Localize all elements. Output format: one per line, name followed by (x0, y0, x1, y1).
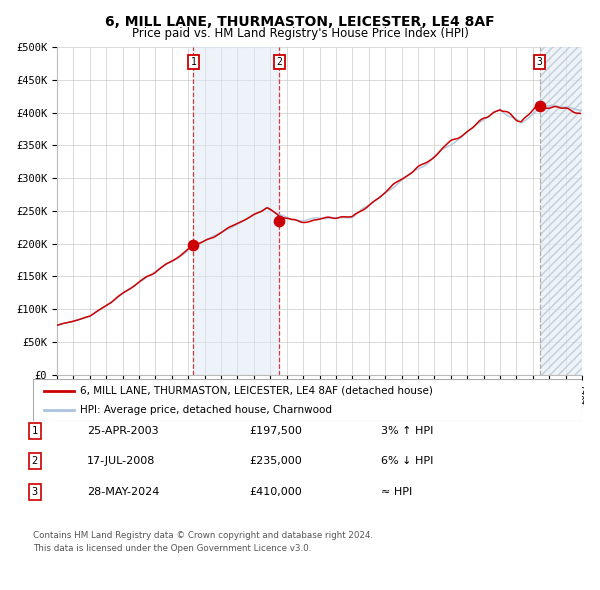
Text: 6, MILL LANE, THURMASTON, LEICESTER, LE4 8AF: 6, MILL LANE, THURMASTON, LEICESTER, LE4… (105, 15, 495, 30)
Point (274, 216, 284, 225)
Text: 2: 2 (32, 457, 38, 466)
Text: £410,000: £410,000 (249, 487, 302, 497)
Text: Price paid vs. HM Land Registry's House Price Index (HPI): Price paid vs. HM Land Registry's House … (131, 27, 469, 40)
Text: ≈ HPI: ≈ HPI (381, 487, 412, 497)
Text: 28-MAY-2024: 28-MAY-2024 (87, 487, 160, 497)
Text: 25-APR-2003: 25-APR-2003 (87, 426, 158, 435)
Text: This data is licensed under the Open Government Licence v3.0.: This data is licensed under the Open Gov… (33, 544, 311, 553)
Text: 6, MILL LANE, THURMASTON, LEICESTER, LE4 8AF (detached house): 6, MILL LANE, THURMASTON, LEICESTER, LE4… (80, 385, 433, 395)
Text: 3: 3 (536, 57, 542, 67)
Bar (539, 47, 582, 375)
Text: HPI: Average price, detached house, Charnwood: HPI: Average price, detached house, Char… (80, 405, 332, 415)
Text: 3% ↑ HPI: 3% ↑ HPI (381, 426, 433, 435)
Text: Contains HM Land Registry data © Crown copyright and database right 2024.: Contains HM Land Registry data © Crown c… (33, 531, 373, 540)
Text: 6% ↓ HPI: 6% ↓ HPI (381, 457, 433, 466)
Point (535, 101, 544, 111)
Text: 17-JUL-2008: 17-JUL-2008 (87, 457, 155, 466)
Point (188, 241, 198, 250)
Text: 3: 3 (32, 487, 38, 497)
Text: £235,000: £235,000 (249, 457, 302, 466)
Text: £197,500: £197,500 (249, 426, 302, 435)
Text: 1: 1 (32, 426, 38, 435)
Text: 2: 2 (276, 57, 282, 67)
Text: 1: 1 (190, 57, 196, 67)
Bar (193, 47, 279, 375)
